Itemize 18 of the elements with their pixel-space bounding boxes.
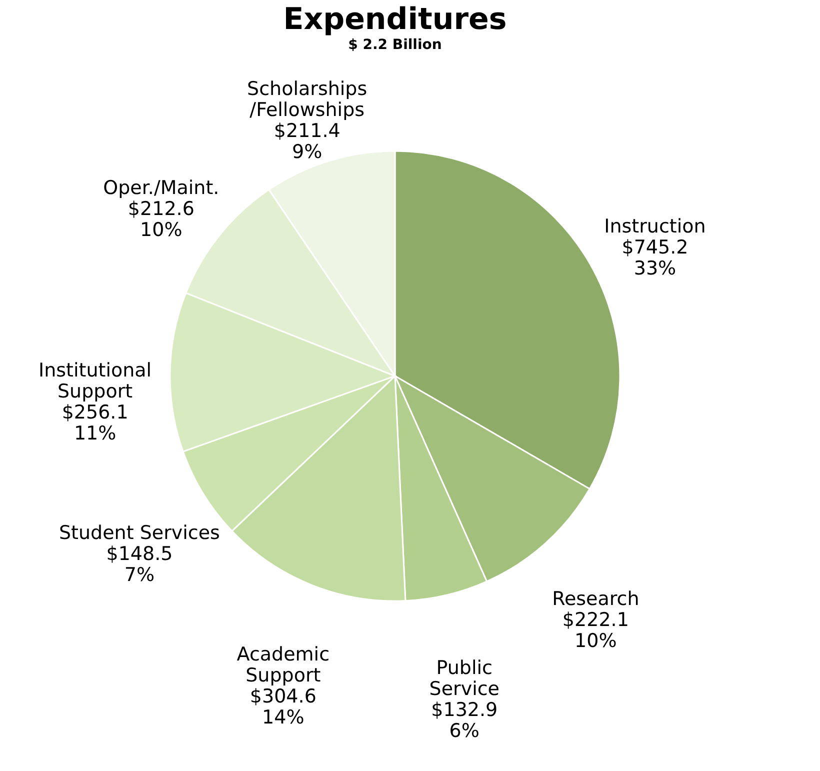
slice-label: Public Service xyxy=(429,656,500,700)
data-label: $256.1 11% xyxy=(62,402,128,445)
slice-label: Instruction xyxy=(604,215,706,238)
data-label: $304.6 14% xyxy=(250,685,316,728)
slice-label: Institutional Support xyxy=(38,360,152,403)
data-label: $222.1 10% xyxy=(562,609,629,652)
data-label: $211.4 9% xyxy=(274,120,340,164)
data-label: $148.5 7% xyxy=(106,543,173,586)
slice-label: Oper./Maint. xyxy=(103,177,220,200)
data-label: $132.9 6% xyxy=(431,698,498,742)
slice-label: Academic Support xyxy=(236,643,330,686)
chart-title: Expenditures xyxy=(283,2,507,37)
slice-label: Research xyxy=(552,588,640,610)
data-label: $745.2 33% xyxy=(622,236,688,280)
slice-label: Scholarships /Fellowships xyxy=(247,78,368,122)
chart-subtitle: $ 2.2 Billion xyxy=(348,37,442,53)
data-label: $212.6 10% xyxy=(128,198,194,242)
slice-label: Student Services xyxy=(58,522,220,544)
